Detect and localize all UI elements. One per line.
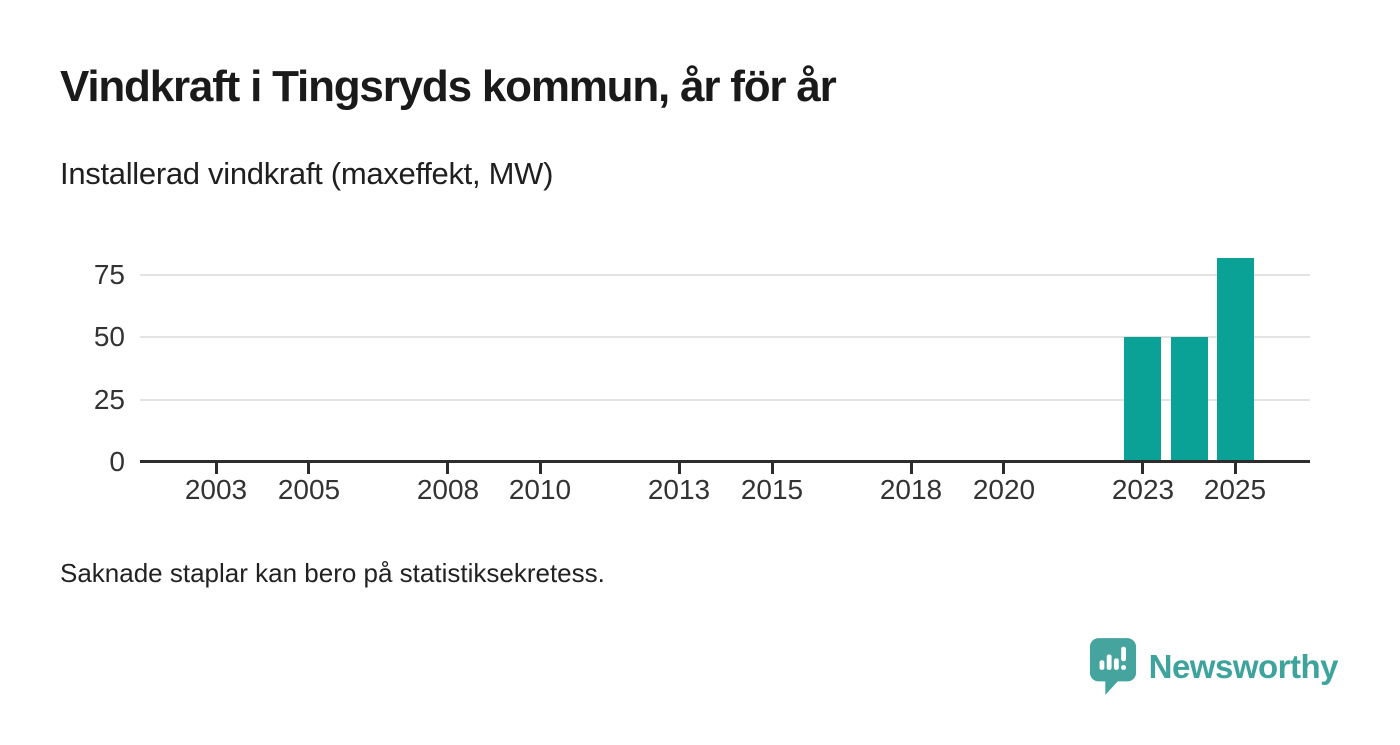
chart-subtitle: Installerad vindkraft (maxeffekt, MW) (60, 156, 554, 191)
x-tick-label-2015: 2015 (740, 474, 804, 505)
x-tick-2018 (910, 463, 913, 474)
x-tick-2025 (1234, 463, 1237, 474)
x-tick-label-2005: 2005 (277, 474, 341, 505)
footnote: Saknade staplar kan bero på statistiksek… (60, 558, 605, 588)
brand-name: Newsworthy (1148, 648, 1339, 685)
x-tick-label-2023: 2023 (1111, 474, 1175, 505)
bar-2023[interactable] (1124, 337, 1161, 462)
brand-logo: Newsworthy (1088, 637, 1339, 697)
x-tick-2010 (539, 463, 542, 474)
x-axis-line (140, 460, 1310, 463)
x-tick-label-2025: 2025 (1203, 474, 1267, 505)
newsworthy-logo-icon (1089, 638, 1136, 695)
bar-2024[interactable] (1171, 337, 1208, 462)
x-tick-2013 (678, 463, 681, 474)
x-tick-label-2010: 2010 (508, 474, 572, 505)
x-tick-label-2018: 2018 (879, 474, 943, 505)
gridline-25 (140, 399, 1310, 401)
x-tick-2020 (1002, 463, 1005, 474)
gridline-50 (140, 336, 1310, 338)
x-tick-label-2003: 2003 (184, 474, 248, 505)
x-tick-label-2013: 2013 (647, 474, 711, 505)
x-tick-2023 (1141, 463, 1144, 474)
x-tick-2015 (771, 463, 774, 474)
y-tick-label-25: 25 (93, 384, 125, 415)
x-tick-2005 (307, 463, 310, 474)
x-tick-2008 (446, 463, 449, 474)
y-tick-label-0: 0 (109, 446, 125, 477)
gridline-75 (140, 274, 1310, 276)
y-tick-label-75: 75 (93, 259, 125, 290)
x-tick-2003 (215, 463, 218, 474)
x-tick-label-2020: 2020 (972, 474, 1036, 505)
page-title: Vindkraft i Tingsryds kommun, år för år (60, 62, 837, 111)
x-tick-label-2008: 2008 (416, 474, 480, 505)
bar-2025[interactable] (1217, 258, 1254, 462)
y-tick-label-50: 50 (93, 321, 125, 352)
